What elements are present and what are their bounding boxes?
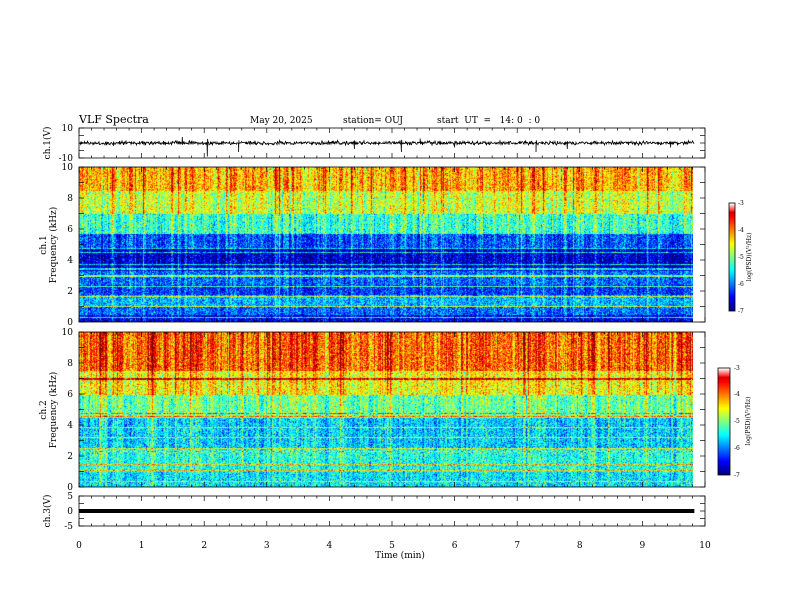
ch1-ytick-top: 10 — [62, 124, 74, 134]
ch1-waveform-panel: 10 -10 ch.1(V) — [42, 124, 706, 164]
x-axis-tick-4: 4 — [327, 541, 333, 551]
colorbar-ch2-tick-5: -5 — [734, 418, 740, 425]
ch2-spectrogram-panel: 10 8 6 4 2 0 ch.2Frequency (kHz) — [39, 328, 706, 493]
ch1-waveform-ylabel: ch.1(V) — [42, 127, 53, 160]
colorbar-ch1: -3 -4 -5 -6 -7 log(PSD)(V²/Hz) — [728, 200, 753, 315]
x-axis-tick-0: 0 — [76, 541, 82, 551]
ch1-waveform-ticks — [78, 127, 706, 159]
ch2-spectrogram-canvas-holder — [79, 332, 693, 487]
x-axis-tick-10: 10 — [699, 541, 711, 551]
x-axis-tick-5: 5 — [389, 541, 395, 551]
colorbar-ch1-tick-7: -7 — [738, 308, 744, 315]
colorbar-ch2-frame — [717, 367, 731, 476]
ch1-spectrogram-ylabel: ch.1Frequency (kHz) — [39, 207, 59, 284]
colorbar-ch1-frame — [728, 202, 736, 312]
ch3-waveform-panel: 5 0 -5 ch.3(V) — [42, 492, 706, 532]
ch1-ytick-6: 6 — [67, 225, 73, 235]
ch3-ytick-neg5: -5 — [64, 522, 73, 532]
colorbar-ch1-tick-6: -6 — [738, 281, 744, 288]
ch1-spectrogram-ticks — [78, 166, 706, 323]
x-axis-tick-8: 8 — [577, 541, 583, 551]
ch2-spectrogram-image — [79, 332, 693, 487]
colorbar-ch1-label: log(PSD)(V²/Hz) — [746, 233, 753, 282]
colorbar-ch1-tick-5: -5 — [738, 254, 744, 261]
x-axis-tick-1: 1 — [139, 541, 145, 551]
ch1-ytick-8: 8 — [67, 194, 73, 204]
colorbar-ch2-gradient — [718, 368, 730, 475]
colorbar-ch2-tick-6: -6 — [734, 445, 740, 452]
ch3-waveform-ticks — [78, 495, 706, 527]
ch1-spectrogram-canvas-holder — [79, 167, 693, 322]
ch2-ytick-2: 2 — [67, 452, 73, 462]
ch3-ytick-5: 5 — [67, 492, 73, 502]
ch3-waveform-ylabel: ch.3(V) — [42, 495, 53, 528]
ch3-ytick-0: 0 — [67, 507, 73, 517]
ch2-ytick-0: 0 — [67, 483, 73, 493]
colorbar-ch2-label: log(PSD)(V²/Hz) — [745, 397, 752, 446]
ch1-waveform-trace — [79, 136, 695, 157]
ylabel-line: ch.1 — [39, 235, 49, 254]
colorbar-ch2-tick-7: -7 — [734, 472, 740, 479]
recording-date: May 20, 2025 — [250, 116, 313, 126]
ch1-ytick-0: 0 — [67, 318, 73, 328]
x-axis-tick-2: 2 — [201, 541, 207, 551]
ch2-spectrogram-ticks — [78, 331, 706, 488]
ylabel-line: ch.2 — [39, 400, 49, 419]
colorbar-ch2-tick-4: -4 — [734, 391, 740, 398]
ch2-spectrogram-ylabel: ch.2Frequency (kHz) — [39, 372, 59, 449]
x-axis-label: Time (min) — [375, 550, 425, 561]
ch1-spectrogram-image — [79, 167, 693, 322]
start-time-label: start UT = 14: 0 : 0 — [437, 116, 540, 126]
ylabel-line: Frequency (kHz) — [48, 207, 59, 284]
station-label: station= OUJ — [343, 116, 403, 126]
ch1-ytick-10: 10 — [62, 163, 74, 173]
x-axis-tick-labels: 0 1 2 3 4 5 6 7 8 9 10 — [76, 541, 711, 551]
x-axis-tick-7: 7 — [514, 541, 520, 551]
ch2-ytick-4: 4 — [67, 421, 73, 431]
x-axis-tick-6: 6 — [452, 541, 458, 551]
colorbar-ch2-tick-3: -3 — [734, 365, 740, 372]
ch2-ytick-8: 8 — [67, 359, 73, 369]
colorbar-ch1-gradient — [729, 203, 735, 311]
ch1-ytick-2: 2 — [67, 287, 73, 297]
ch2-ytick-10: 10 — [62, 328, 74, 338]
ch1-spectrogram-panel: 10 8 6 4 2 0 ch.1Frequency (kHz) — [39, 163, 706, 328]
x-axis-tick-3: 3 — [264, 541, 270, 551]
colorbar-ch2: -3 -4 -5 -6 -7 log(PSD)(V²/Hz) — [717, 365, 752, 479]
figure-title: VLF Spectra — [78, 113, 149, 126]
ch1-ytick-bottom: -10 — [59, 154, 74, 164]
ylabel-line: Frequency (kHz) — [48, 372, 59, 449]
ch2-ytick-6: 6 — [67, 390, 73, 400]
colorbar-ch1-tick-3: -3 — [738, 200, 744, 207]
x-axis-tick-9: 9 — [640, 541, 646, 551]
ch1-ytick-4: 4 — [67, 256, 73, 266]
colorbar-ch1-tick-4: -4 — [738, 227, 744, 234]
